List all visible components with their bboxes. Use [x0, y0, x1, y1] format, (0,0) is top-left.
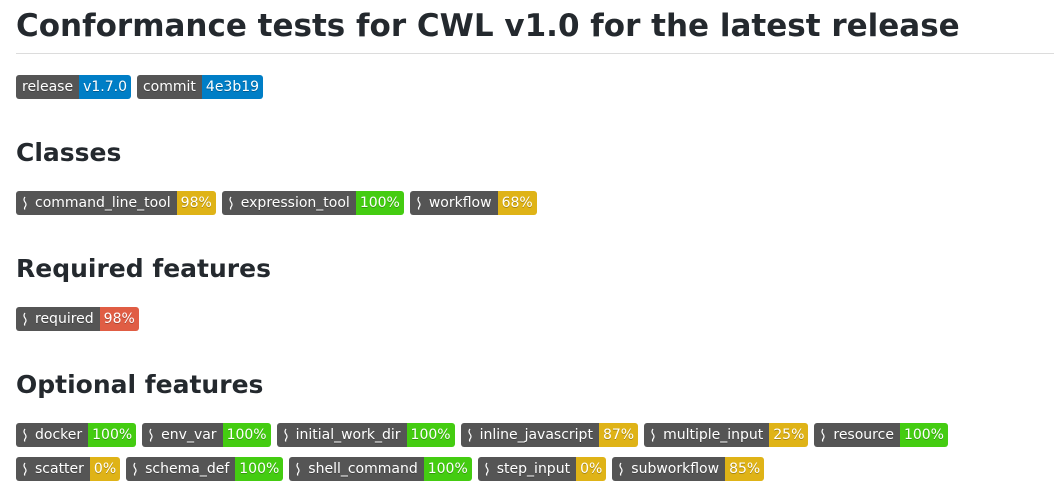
badge-label: schema_def — [126, 457, 236, 481]
badge-icon — [149, 428, 153, 442]
badge-label: resource — [814, 423, 900, 447]
badge-label: release — [16, 75, 80, 99]
badge-label-text: multiple_input — [663, 427, 764, 443]
badge: schema_def 100% — [126, 457, 284, 481]
badge-label: step_input — [477, 457, 577, 481]
badge: resource 100% — [814, 423, 948, 447]
badge-label-text: env_var — [161, 427, 217, 443]
badge-icon — [23, 312, 27, 326]
badge-label-text: release — [22, 79, 74, 95]
badge-icon — [619, 462, 623, 476]
badge: env_var 100% — [142, 423, 271, 447]
badge-label-text: resource — [833, 427, 894, 443]
badge-label-text: docker — [35, 427, 83, 443]
section-heading: Classes — [16, 138, 122, 167]
badge-message: 100% — [222, 423, 271, 447]
badge-message: 100% — [355, 191, 404, 215]
badge-icon — [651, 428, 655, 442]
badge-label-text: commit — [142, 79, 196, 95]
badge-label: workflow — [409, 191, 498, 215]
badge: docker 100% — [16, 423, 137, 447]
badge-label: commit — [136, 75, 202, 99]
badge-row: required 98% — [16, 307, 1016, 331]
badge: shell_command 100% — [289, 457, 472, 481]
badge-label: env_var — [142, 423, 223, 447]
badge-icon — [296, 462, 300, 476]
badge: scatter 0% — [16, 457, 121, 481]
badge: expression_tool 100% — [221, 191, 404, 215]
badge-label-text: initial_work_dir — [295, 427, 401, 443]
badge: multiple_input 25% — [644, 423, 809, 447]
badge-message: 68% — [497, 191, 537, 215]
badge-message: 87% — [598, 423, 639, 447]
badge: required 98% — [16, 307, 139, 331]
badge-label: inline_javascript — [460, 423, 599, 447]
badge-icon — [229, 196, 233, 210]
badge-label-text: inline_javascript — [479, 427, 593, 443]
badge-message: 100% — [899, 423, 948, 447]
badge: step_input 0% — [477, 457, 607, 481]
badge-label: initial_work_dir — [276, 423, 407, 447]
page-title: Conformance tests for CWL v1.0 for the l… — [16, 8, 1054, 54]
badge-icon — [284, 428, 288, 442]
badge-icon — [821, 428, 825, 442]
badge: workflow 68% — [409, 191, 537, 215]
badge-label-text: required — [35, 311, 94, 327]
badge-label-text: shell_command — [308, 461, 418, 477]
badge-row: release v1.7.0 commit 4e3b19 — [16, 75, 1016, 99]
badge: inline_javascript 87% — [460, 423, 639, 447]
badge-icon — [485, 462, 489, 476]
badge-label-text: step_input — [496, 461, 571, 477]
badge-label-text: schema_def — [145, 461, 230, 477]
badge-message: v1.7.0 — [79, 75, 131, 99]
badge-icon — [133, 462, 137, 476]
badge-message: 100% — [406, 423, 455, 447]
badge-label: docker — [16, 423, 89, 447]
section-heading: Optional features — [16, 370, 264, 399]
badge-message: 100% — [88, 423, 137, 447]
badge-icon — [23, 196, 27, 210]
badge: subworkflow 85% — [612, 457, 765, 481]
badge-label: required — [16, 307, 100, 331]
section-heading: Required features — [16, 254, 271, 283]
badge-icon — [23, 462, 27, 476]
page: Conformance tests for CWL v1.0 for the l… — [0, 8, 1055, 494]
badge-message: 98% — [176, 191, 216, 215]
badge-label: multiple_input — [644, 423, 770, 447]
badge: release v1.7.0 — [16, 75, 131, 99]
badge-label-text: workflow — [428, 195, 492, 211]
badge-row: docker 100% env_var 100% initial_work_dir 100… — [16, 423, 1016, 481]
badge-label: expression_tool — [221, 191, 356, 215]
badge-label-text: subworkflow — [631, 461, 720, 477]
badge-label-text: command_line_tool — [35, 195, 171, 211]
badge-message: 25% — [769, 423, 809, 447]
badge-message: 0% — [89, 457, 121, 481]
badge: commit 4e3b19 — [136, 75, 264, 99]
badge: command_line_tool 98% — [16, 191, 216, 215]
badge-message: 4e3b19 — [201, 75, 264, 99]
badge-icon — [23, 428, 27, 442]
badge-message: 100% — [423, 457, 472, 481]
badge-label: command_line_tool — [16, 191, 177, 215]
badge-label: scatter — [16, 457, 90, 481]
badge-icon — [417, 196, 421, 210]
badge-icon — [467, 428, 472, 442]
badge-label-text: expression_tool — [240, 195, 350, 211]
badge-message: 0% — [576, 457, 607, 481]
badge-message: 98% — [99, 307, 139, 331]
badge-message: 85% — [725, 457, 765, 481]
badge-label: shell_command — [289, 457, 424, 481]
badge: initial_work_dir 100% — [276, 423, 455, 447]
badge-message: 100% — [235, 457, 284, 481]
badge-row: command_line_tool 98% expression_tool 100% w… — [16, 191, 1016, 215]
content: release v1.7.0 commit 4e3b19 Classes command_… — [16, 75, 1055, 481]
badge-label: subworkflow — [612, 457, 726, 481]
badge-label-text: scatter — [35, 461, 84, 477]
